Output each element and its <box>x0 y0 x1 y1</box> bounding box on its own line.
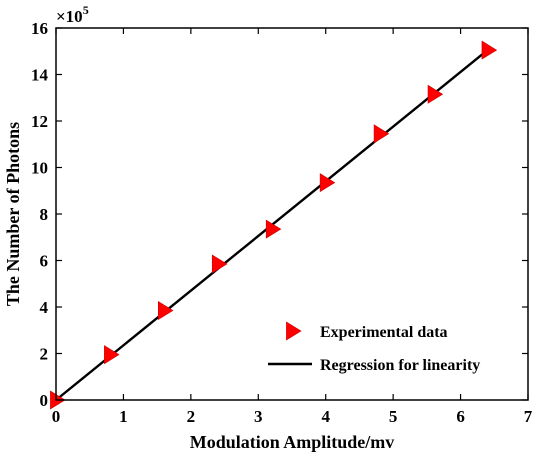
legend-label-regression: Regression for linearity <box>320 357 480 374</box>
data-point-4 <box>265 219 282 239</box>
x-tick-label-5: 5 <box>389 407 398 426</box>
y-tick-label-5: 10 <box>31 159 48 178</box>
y-axis-multiplier: ×105 <box>56 3 89 26</box>
y-tick-label-1: 2 <box>40 345 49 364</box>
plot-frame <box>55 27 529 401</box>
legend-label-experimental: Experimental data <box>320 324 448 341</box>
y-tick-label-7: 14 <box>31 66 49 85</box>
legend-marker-triangle <box>286 321 302 341</box>
x-tick-label-3: 3 <box>254 407 263 426</box>
y-tick-label-2: 4 <box>40 298 49 317</box>
data-point-6 <box>373 124 390 144</box>
x-tick-label-7: 7 <box>524 407 533 426</box>
x-tick-label-1: 1 <box>119 407 128 426</box>
x-tick-label-4: 4 <box>321 407 330 426</box>
y-tick-label-8: 16 <box>31 19 48 38</box>
y-tick-label-6: 12 <box>31 112 48 131</box>
x-tick-label-6: 6 <box>456 407 465 426</box>
data-point-8 <box>481 40 498 60</box>
data-point-3 <box>211 254 228 274</box>
data-point-7 <box>427 84 444 104</box>
y-tick-label-0: 0 <box>40 391 49 410</box>
y-axis-label: The Number of Photons <box>3 122 23 306</box>
data-point-5 <box>319 173 336 193</box>
y-multiplier-base: ×10 <box>56 7 83 26</box>
x-axis-label: Modulation Amplitude/mv <box>190 432 395 452</box>
legend: Experimental data Regression for lineari… <box>268 321 480 374</box>
y-multiplier-exponent: 5 <box>83 3 89 17</box>
data-point-2 <box>158 300 174 321</box>
x-tick-label-0: 0 <box>52 407 61 426</box>
y-tick-label-4: 8 <box>40 205 49 224</box>
x-tick-label-2: 2 <box>187 407 196 426</box>
plot-area <box>50 40 498 410</box>
y-tick-label-3: 6 <box>40 252 49 271</box>
data-point-1 <box>104 345 120 365</box>
